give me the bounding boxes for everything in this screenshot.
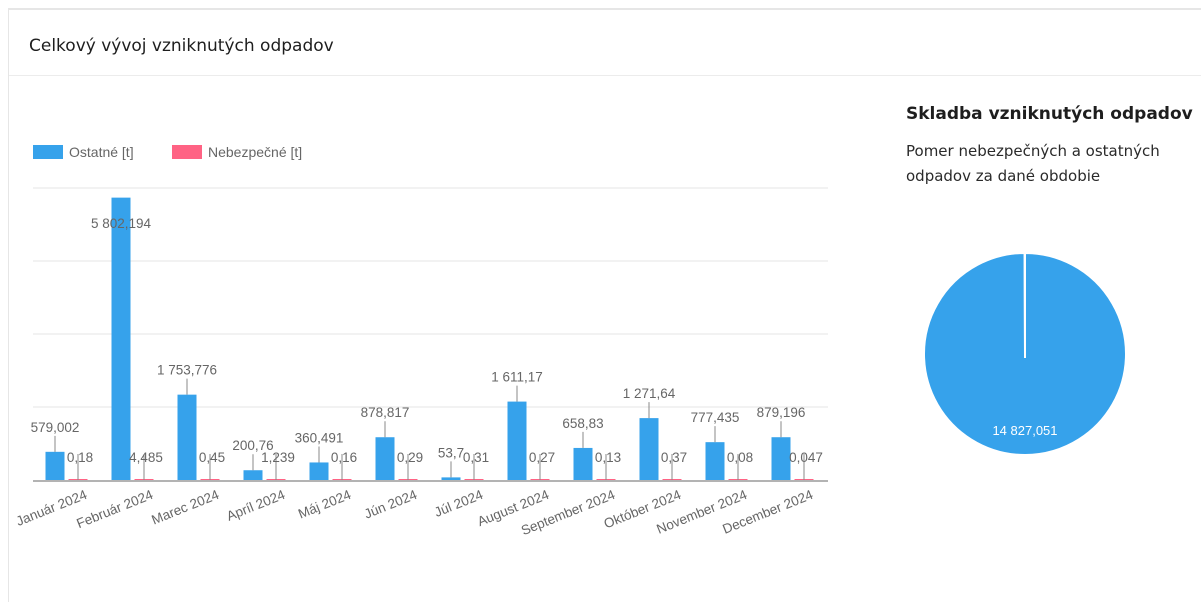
data-label-ostatne: 53,7 xyxy=(438,445,464,460)
legend-label: Ostatné [t] xyxy=(69,144,134,160)
bar-ostatne-maj-2024[interactable] xyxy=(309,462,329,480)
legend: Ostatné [t] Nebezpečné [t] xyxy=(33,144,302,160)
bar-ostatne-august-2024[interactable] xyxy=(507,401,527,480)
data-label-nebezpecne: 0,047 xyxy=(789,450,823,465)
pie-title: Skladba vzniknutých odpadov xyxy=(906,104,1193,124)
bar-ostatne-januar-2024[interactable] xyxy=(45,451,65,480)
data-label-ostatne: 360,491 xyxy=(295,430,344,445)
bar-ostatne-marec-2024[interactable] xyxy=(177,394,197,480)
data-label-nebezpecne: 0,13 xyxy=(595,450,621,465)
pie-subtitle: Pomer nebezpečných a ostatných odpadov z… xyxy=(906,142,1160,185)
data-label-nebezpecne: 0,37 xyxy=(661,450,687,465)
bar-ostatne-oktober-2024[interactable] xyxy=(639,418,659,480)
bar-ostatne-december-2024[interactable] xyxy=(771,437,791,480)
data-label-nebezpecne: 0,08 xyxy=(727,450,753,465)
grid-lines xyxy=(33,187,828,482)
data-label-ostatne: 1 753,776 xyxy=(157,363,217,378)
data-label-ostatne: 777,435 xyxy=(691,410,740,425)
data-label-ostatne: 1 271,64 xyxy=(623,386,676,401)
legend-label: Nebezpečné [t] xyxy=(208,144,302,160)
data-label-nebezpecne: 1,239 xyxy=(261,450,295,465)
x-tick-label: Apríl 2024 xyxy=(224,487,287,524)
data-label-nebezpecne: 0,16 xyxy=(331,450,357,465)
legend-swatch xyxy=(33,145,63,159)
data-label-nebezpecne: 0,18 xyxy=(67,450,93,465)
panel-title: Celkový vývoj vzniknutých odpadov xyxy=(29,36,334,56)
bar-ostatne-april-2024[interactable] xyxy=(243,470,263,480)
bar-ostatne-september-2024[interactable] xyxy=(573,447,593,480)
panel-header: Celkový vývoj vzniknutých odpadov xyxy=(9,10,1201,76)
pie-slice-label: 14 827,051 xyxy=(992,423,1057,438)
x-tick-label: Máj 2024 xyxy=(296,487,354,522)
data-label-ostatne: 879,196 xyxy=(757,405,806,420)
data-label-nebezpecne: 0,31 xyxy=(463,450,489,465)
data-label-nebezpecne: 0,45 xyxy=(199,450,225,465)
data-label-ostatne: 5 802,194 xyxy=(91,216,152,231)
data-label-nebezpecne: 0,27 xyxy=(529,450,555,465)
bar-ostatne-jun-2024[interactable] xyxy=(375,437,395,480)
data-label-ostatne: 1 611,17 xyxy=(491,370,543,385)
bars xyxy=(45,197,814,480)
data-label-ostatne: 200,76 xyxy=(232,438,273,453)
bar-ostatne-jul-2024[interactable] xyxy=(441,477,461,480)
data-label-ostatne: 579,002 xyxy=(31,420,80,435)
waste-pie-chart: 14 827,051 xyxy=(923,251,1128,456)
data-label-nebezpecne: 4,485 xyxy=(129,450,163,465)
x-tick-label: Február 2024 xyxy=(74,487,155,531)
legend-item-ostatne-t[interactable]: Ostatné [t] xyxy=(33,144,134,160)
x-tick-label: Jún 2024 xyxy=(362,487,420,522)
x-tick-label: Marec 2024 xyxy=(149,487,221,528)
data-label-ostatne: 658,83 xyxy=(562,416,603,431)
bar-ostatne-februar-2024[interactable] xyxy=(111,197,131,480)
legend-swatch xyxy=(172,145,202,159)
data-label-ostatne: 878,817 xyxy=(361,405,410,420)
data-label-nebezpecne: 0,29 xyxy=(397,450,423,465)
legend-item-nebezpecne-t[interactable]: Nebezpečné [t] xyxy=(172,144,302,160)
bar-ostatne-november-2024[interactable] xyxy=(705,442,725,480)
data-labels: 579,002 0,18 5 802,194 4,485 1 753,776 0,45 20… xyxy=(31,216,823,480)
